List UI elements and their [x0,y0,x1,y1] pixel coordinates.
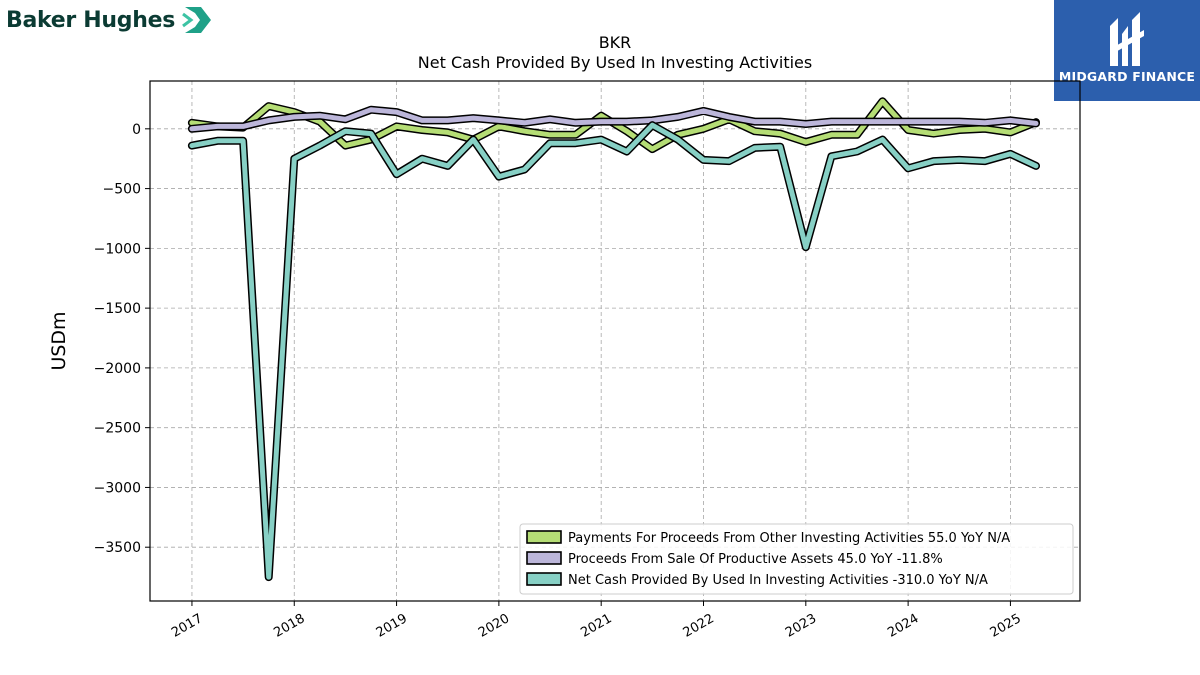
y-tick-label: −500 [103,182,141,198]
legend-box [519,523,1074,595]
legend-swatch [526,551,562,565]
x-tick-label: 2020 [476,611,512,641]
legend-label: Payments For Proceeds From Other Investi… [568,531,1010,546]
x-tick-label: 2017 [169,611,205,641]
legend-label: Proceeds From Sale Of Productive Assets … [568,552,943,567]
publisher-name: MIDGARD FINANCE [1058,69,1196,84]
series-line-net-cash-outline [187,121,1040,582]
legend: Payments For Proceeds From Other Investi… [519,523,1074,595]
y-tick-label: −3500 [94,540,141,556]
chart-title: BKR [599,33,632,52]
x-tick-label: 2024 [885,611,921,641]
y-tick-label: −1500 [94,301,141,317]
y-axis-label: USDm [48,311,70,370]
x-tick-label: 2022 [681,611,717,641]
brand-logo: Baker Hughes [6,4,215,36]
x-tick-label: 2019 [374,611,410,641]
legend-swatch [526,572,562,586]
y-tick-label: −3000 [94,480,141,496]
brand-name: Baker Hughes [6,7,175,33]
x-tick-label: 2021 [578,611,614,641]
y-tick-label: −2000 [94,361,141,377]
y-tick-label: −2500 [94,421,141,437]
series-line-net-cash-stroke [189,122,1039,580]
y-tick-label: 0 [132,122,141,138]
legend-swatch [526,530,562,544]
series-line-proceeds [187,105,1040,133]
x-tick-label: 2023 [783,611,819,641]
x-tick-label: 2025 [988,611,1024,641]
x-tick-label: 2018 [271,611,307,641]
legend-label: Net Cash Provided By Used In Investing A… [568,573,988,588]
publisher-badge: MIDGARD FINANCE [1054,0,1200,101]
series-line-net-cash [187,121,1040,582]
chart-subtitle: Net Cash Provided By Used In Investing A… [418,53,812,72]
publisher-logo-icon [1110,12,1144,66]
series-line-proceeds-stroke [189,107,1039,132]
plot-frame [149,80,1081,602]
brand-chevron-icon [182,7,211,33]
y-tick-label: −1000 [94,241,141,257]
